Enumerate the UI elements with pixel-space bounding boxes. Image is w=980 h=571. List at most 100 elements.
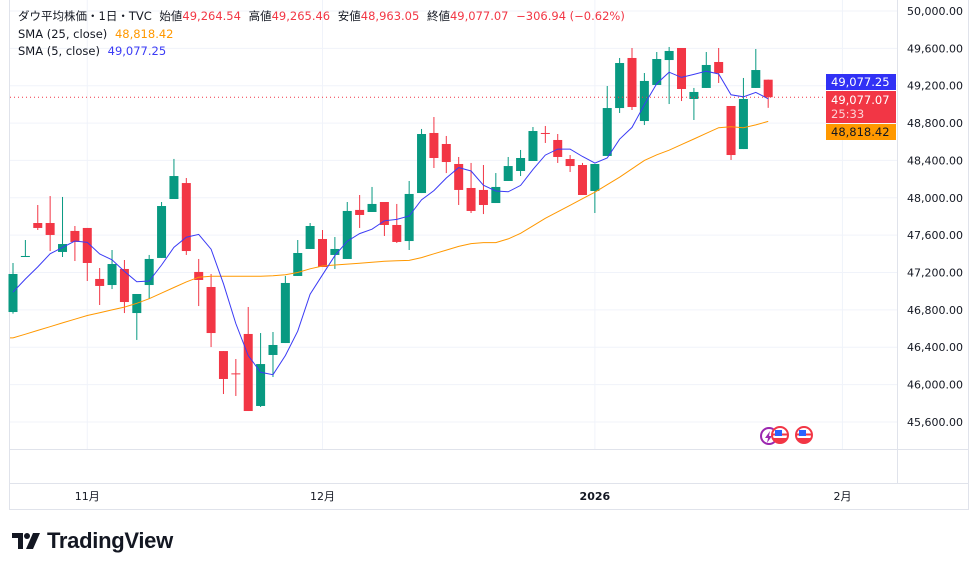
open-label: 始値 bbox=[159, 9, 183, 23]
symbol-legend: ダウ平均株価・1日・TVC 始値49,264.54 高値49,265.46 安値… bbox=[18, 8, 629, 24]
candle-body bbox=[565, 159, 575, 167]
tradingview-logo-icon bbox=[12, 533, 40, 549]
candle-body bbox=[404, 193, 414, 242]
change-value: −306.94 (−0.62%) bbox=[516, 9, 625, 23]
lightning-glyph-icon bbox=[765, 431, 772, 443]
candle-body bbox=[392, 224, 402, 242]
y-tick-label: 47,600.00 bbox=[907, 229, 963, 242]
bar-countdown: 25:33 bbox=[831, 107, 865, 121]
candle-body bbox=[714, 61, 724, 74]
y-tick-label: 48,000.00 bbox=[907, 192, 963, 205]
x-tick-label: 12月 bbox=[310, 490, 335, 503]
sma5-value: 49,077.25 bbox=[107, 44, 167, 58]
brand-name: TradingView bbox=[47, 528, 173, 553]
candle-body bbox=[280, 282, 290, 344]
sma25-tag-value: 48,818.42 bbox=[831, 125, 890, 139]
close-value: 49,077.07 bbox=[449, 9, 509, 23]
candle-body bbox=[379, 201, 389, 225]
sma25-legend[interactable]: SMA (25, close) 48,818.42 bbox=[18, 27, 177, 41]
candle-body bbox=[454, 163, 464, 190]
y-tick-label: 46,000.00 bbox=[907, 379, 963, 392]
candle-body bbox=[639, 80, 649, 122]
candle-body bbox=[243, 333, 253, 412]
high-value: 49,265.46 bbox=[271, 9, 331, 23]
candle-body bbox=[429, 132, 439, 159]
y-tick-label: 46,400.00 bbox=[907, 341, 963, 354]
sma25-line bbox=[10, 120, 769, 339]
candle-body bbox=[528, 131, 538, 161]
candle-body bbox=[602, 108, 612, 156]
candle-body bbox=[751, 70, 761, 88]
candle-body bbox=[726, 105, 736, 156]
candle-body bbox=[652, 59, 662, 85]
sma5-line bbox=[12, 70, 769, 376]
sma5-tag-value: 49,077.25 bbox=[831, 75, 890, 89]
y-tick-label: 47,200.00 bbox=[907, 267, 963, 280]
sma5-price-tag: 49,077.25 bbox=[826, 74, 896, 90]
y-tick-label: 50,000.00 bbox=[907, 5, 963, 18]
candle-body bbox=[206, 286, 216, 334]
candle-body bbox=[305, 225, 315, 249]
y-tick-label: 48,800.00 bbox=[907, 117, 963, 130]
candle-body bbox=[466, 187, 476, 211]
candle-body bbox=[553, 139, 563, 157]
candle-body bbox=[58, 244, 68, 252]
candle-body bbox=[355, 209, 365, 215]
candle-body bbox=[590, 163, 600, 191]
candle-body bbox=[169, 176, 179, 200]
x-tick-label: 2026 bbox=[580, 490, 611, 503]
candle-body bbox=[231, 373, 241, 375]
y-tick-label: 46,800.00 bbox=[907, 304, 963, 317]
candle-body bbox=[516, 158, 526, 171]
sma25-label: SMA (25, close) bbox=[18, 27, 108, 41]
candle-body bbox=[218, 351, 228, 379]
chart-frame bbox=[9, 0, 969, 510]
candle-body bbox=[268, 344, 278, 355]
candle-body bbox=[45, 223, 55, 235]
close-label: 終値 bbox=[426, 9, 450, 23]
candle-body bbox=[194, 271, 204, 280]
high-label: 高値 bbox=[248, 9, 272, 23]
us-flag-event-icon[interactable] bbox=[795, 426, 813, 444]
us-flag-event-icon[interactable] bbox=[771, 426, 789, 444]
candle-body bbox=[70, 230, 80, 242]
low-value: 48,963.05 bbox=[360, 9, 420, 23]
candle-body bbox=[664, 50, 674, 61]
candle-body bbox=[8, 274, 18, 313]
candle-body bbox=[95, 278, 105, 286]
candle-body bbox=[157, 206, 167, 258]
candle-body bbox=[342, 210, 352, 259]
candle-body bbox=[20, 255, 30, 258]
candle-body bbox=[615, 63, 625, 109]
candle-body bbox=[441, 143, 451, 163]
x-tick-label: 2月 bbox=[833, 490, 851, 503]
candle-body bbox=[677, 47, 687, 89]
sma25-price-tag: 48,818.42 bbox=[826, 124, 896, 140]
symbol-title: ダウ平均株価・1日・TVC bbox=[18, 9, 152, 23]
candle-body bbox=[627, 57, 637, 108]
candle-body bbox=[417, 134, 427, 194]
y-tick-label: 49,200.00 bbox=[907, 80, 963, 93]
sma5-label: SMA (5, close) bbox=[18, 44, 100, 58]
candle-body bbox=[293, 252, 303, 276]
candle-body bbox=[491, 186, 501, 204]
candle-body bbox=[256, 364, 266, 406]
tradingview-logo[interactable]: TradingView bbox=[12, 528, 173, 554]
candle-body bbox=[181, 183, 191, 252]
last-price-value: 49,077.07 bbox=[831, 93, 890, 107]
candle-body bbox=[367, 203, 377, 212]
candle-body bbox=[738, 98, 748, 150]
candle-body bbox=[503, 166, 513, 181]
candle-body bbox=[701, 64, 711, 88]
candle-body bbox=[577, 165, 587, 195]
candle-body bbox=[318, 238, 327, 268]
y-tick-label: 48,400.00 bbox=[907, 154, 963, 167]
candle-body bbox=[540, 132, 550, 134]
sma5-legend[interactable]: SMA (5, close) 49,077.25 bbox=[18, 44, 170, 58]
sma25-value: 48,818.42 bbox=[114, 27, 174, 41]
candle-body bbox=[763, 79, 773, 98]
candle-body bbox=[478, 189, 488, 205]
open-value: 49,264.54 bbox=[182, 9, 241, 23]
candle-body bbox=[82, 227, 92, 263]
